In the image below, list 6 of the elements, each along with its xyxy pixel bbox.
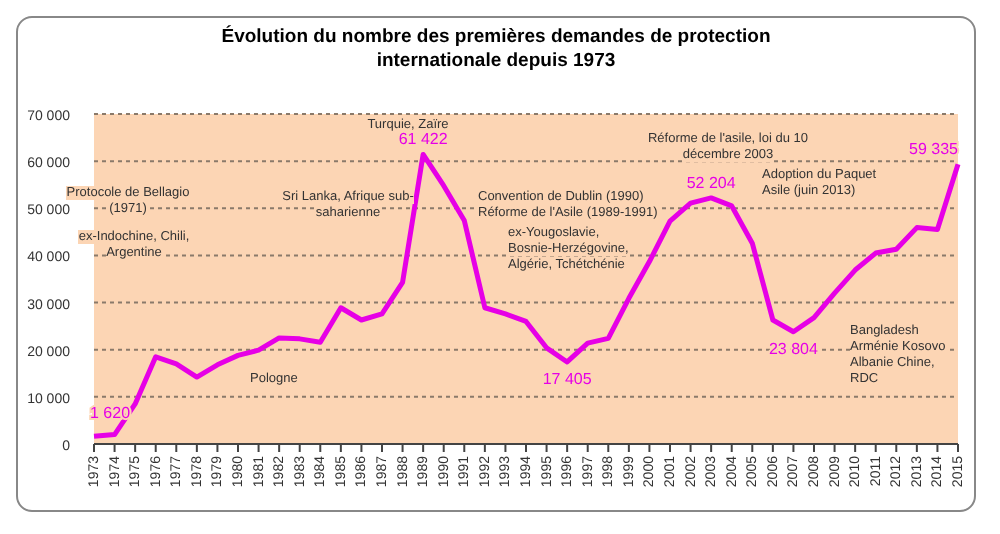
data-label: 23 804 bbox=[768, 339, 819, 358]
data-label: 52 204 bbox=[686, 173, 737, 192]
data-label: 61 422 bbox=[398, 130, 449, 149]
data-label: 17 405 bbox=[542, 369, 593, 388]
data-label: 59 335 bbox=[909, 140, 960, 159]
chart-title: Évolution du nombre des premières demandes de protection internationale depuis 1973 bbox=[219, 26, 773, 76]
